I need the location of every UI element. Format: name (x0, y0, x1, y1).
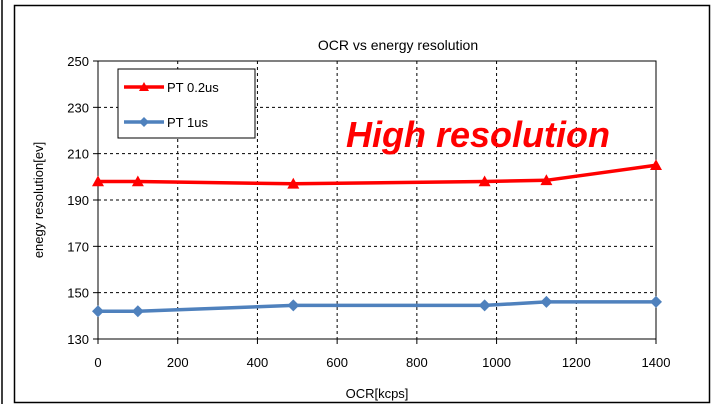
x-tick-label: 200 (167, 355, 189, 370)
y-axis-ticks: 130 150 170 190 210 230 250 (67, 54, 98, 347)
data-point-diamond (92, 305, 104, 318)
legend-label: PT 1us (167, 115, 208, 130)
x-tick-label: 800 (406, 355, 428, 370)
x-tick-label: 1200 (562, 355, 591, 370)
y-tick-label: 170 (67, 239, 89, 254)
y-tick-label: 150 (67, 286, 89, 301)
series-line (98, 163, 657, 186)
series-1 (92, 159, 662, 189)
legend-items: PT 0.2us PT 1us (124, 80, 219, 130)
legend: PT 0.2us PT 1us (117, 68, 256, 139)
data-point-diamond (650, 295, 662, 308)
series-2 (92, 295, 662, 318)
high-resolution-annotation: High resolution (346, 114, 610, 155)
data-point-diamond (478, 299, 491, 312)
series-group (92, 159, 662, 318)
legend-box (117, 68, 256, 139)
x-tick-label: 1000 (482, 355, 511, 370)
series-line (98, 300, 656, 313)
y-tick-label: 230 (67, 100, 89, 115)
data-point-triangle (287, 177, 300, 189)
data-point-triangle (650, 159, 662, 171)
y-tick-label: 190 (67, 193, 89, 208)
data-point-triangle (131, 175, 144, 187)
legend-item: PT 1us (124, 115, 208, 130)
chart-title: OCR vs energy resolution (318, 37, 478, 53)
data-point-triangle (92, 175, 104, 187)
y-tick-label: 130 (67, 332, 89, 347)
x-axis-label: OCR[kcps] (346, 386, 409, 401)
y-tick-label: 210 (67, 147, 89, 162)
y-axis-label: enegy resolution[ev] (31, 142, 46, 258)
legend-item: PT 0.2us (124, 80, 219, 95)
legend-label: PT 0.2us (167, 80, 219, 95)
x-axis-ticks: 0 200 400 600 800 1000 1200 1400 (94, 339, 670, 370)
outer-border (13, 4, 711, 404)
x-tick-label: 600 (326, 355, 348, 370)
data-point-diamond (139, 117, 149, 127)
data-point-diamond (540, 295, 553, 308)
x-tick-label: 0 (94, 355, 101, 370)
x-tick-label: 1400 (642, 355, 671, 370)
data-point-diamond (131, 305, 144, 318)
data-point-diamond (287, 299, 300, 312)
y-tick-label: 250 (67, 54, 89, 69)
data-point-triangle (478, 175, 491, 187)
data-point-triangle (139, 82, 149, 91)
data-point-triangle (540, 174, 553, 186)
gridlines (98, 61, 656, 339)
x-tick-label: 400 (247, 355, 269, 370)
